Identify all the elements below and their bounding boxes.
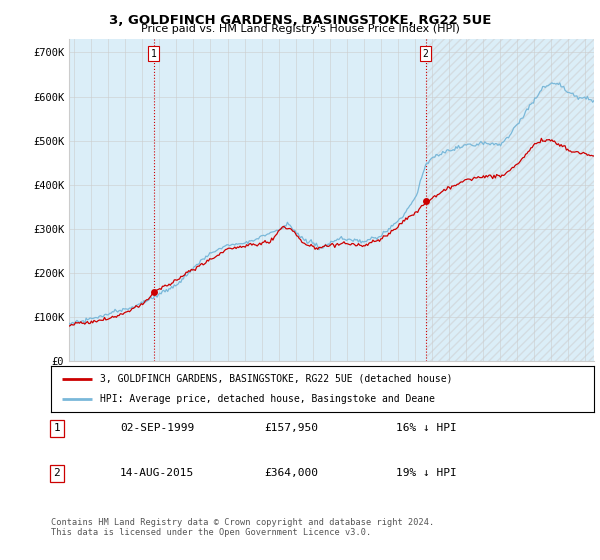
Text: 3, GOLDFINCH GARDENS, BASINGSTOKE, RG22 5UE (detached house): 3, GOLDFINCH GARDENS, BASINGSTOKE, RG22 …: [100, 374, 452, 384]
Text: 3, GOLDFINCH GARDENS, BASINGSTOKE, RG22 5UE: 3, GOLDFINCH GARDENS, BASINGSTOKE, RG22 …: [109, 14, 491, 27]
Text: 2: 2: [53, 468, 61, 478]
Text: 19% ↓ HPI: 19% ↓ HPI: [396, 468, 457, 478]
Text: £364,000: £364,000: [264, 468, 318, 478]
Text: Contains HM Land Registry data © Crown copyright and database right 2024.
This d: Contains HM Land Registry data © Crown c…: [51, 518, 434, 538]
Text: 16% ↓ HPI: 16% ↓ HPI: [396, 423, 457, 433]
Text: 1: 1: [53, 423, 61, 433]
Text: Price paid vs. HM Land Registry's House Price Index (HPI): Price paid vs. HM Land Registry's House …: [140, 24, 460, 34]
Bar: [425, 39, 594, 361]
Text: 14-AUG-2015: 14-AUG-2015: [120, 468, 194, 478]
Text: £157,950: £157,950: [264, 423, 318, 433]
Text: 02-SEP-1999: 02-SEP-1999: [120, 423, 194, 433]
Bar: [154, 39, 425, 361]
Text: 1: 1: [151, 49, 157, 59]
Text: HPI: Average price, detached house, Basingstoke and Deane: HPI: Average price, detached house, Basi…: [100, 394, 435, 404]
Text: 2: 2: [422, 49, 428, 59]
